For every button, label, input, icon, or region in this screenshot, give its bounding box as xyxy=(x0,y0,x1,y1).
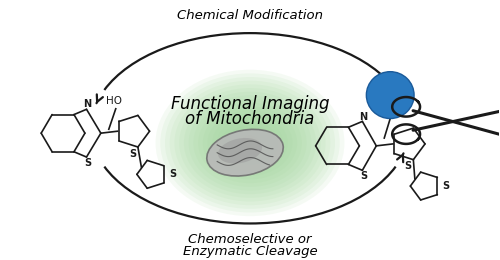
Ellipse shape xyxy=(156,70,344,216)
Text: S: S xyxy=(84,158,91,168)
Ellipse shape xyxy=(218,138,262,164)
Text: Enzymatic Cleavage: Enzymatic Cleavage xyxy=(182,245,318,258)
Text: Functional Imaging: Functional Imaging xyxy=(171,95,329,113)
Ellipse shape xyxy=(160,73,340,212)
Text: S: S xyxy=(169,169,176,179)
Text: S: S xyxy=(360,171,367,181)
Text: S: S xyxy=(442,181,450,191)
Text: Chemoselective or: Chemoselective or xyxy=(188,233,312,246)
Text: S: S xyxy=(404,161,411,171)
Text: N: N xyxy=(84,99,92,109)
Text: S: S xyxy=(129,149,136,159)
Ellipse shape xyxy=(170,81,330,205)
Ellipse shape xyxy=(165,77,335,209)
Text: N: N xyxy=(360,112,368,121)
Text: HO: HO xyxy=(106,96,122,106)
Text: of Mitochondria: of Mitochondria xyxy=(186,109,314,127)
Text: Chemical Modification: Chemical Modification xyxy=(177,9,323,22)
Circle shape xyxy=(366,72,414,119)
Ellipse shape xyxy=(207,129,284,176)
